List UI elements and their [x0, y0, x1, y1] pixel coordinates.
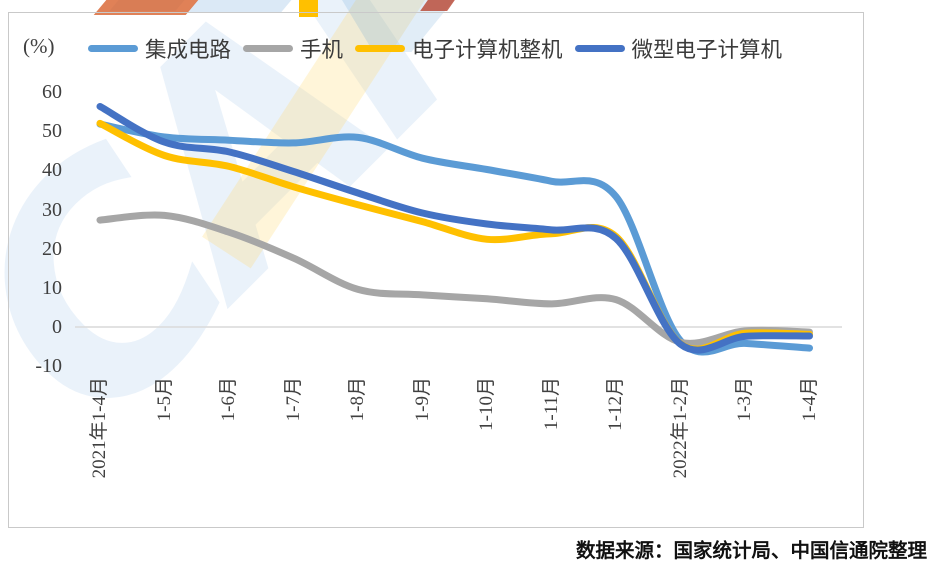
x-axis-label: 1-6月: [218, 377, 239, 422]
legend-item-computers: 电子计算机整机: [355, 33, 563, 64]
x-axis-label: 1-3月: [734, 377, 755, 422]
legend-label: 集成电路: [145, 38, 232, 62]
x-axis-label: 1-11月: [540, 377, 562, 431]
x-axis-label: 2021年1-4月: [89, 377, 110, 479]
series-line-micro-computers: [96, 102, 813, 354]
legend-swatch-mobile-phones: [243, 45, 294, 52]
y-tick-label: 50: [42, 120, 62, 143]
legend-label: 手机: [300, 38, 344, 62]
legend-swatch-integrated-circuits: [88, 45, 138, 52]
chart-legend: 集成电路 手机 电子计算机整机 微型电子计算机: [88, 33, 794, 64]
legend-item-micro-computers: 微型电子计算机: [574, 33, 783, 64]
x-axis-label: 1-5月: [153, 377, 175, 422]
legend-item-integrated-circuits: 集成电路: [88, 33, 231, 64]
y-tick-label: 30: [42, 198, 62, 221]
series-line-integrated-circuits: [96, 120, 813, 356]
x-axis-label: 2022年1-2月: [669, 377, 691, 479]
x-axis-label: 1-7月: [282, 377, 304, 422]
x-axis-label: 1-10月: [476, 377, 497, 431]
legend-label: 微型电子计算机: [631, 38, 783, 62]
data-source-note: 数据来源：国家统计局、中国信通院整理: [575, 541, 927, 562]
y-tick-label: 20: [42, 237, 62, 260]
legend-item-mobile-phones: 手机: [243, 33, 343, 64]
legend-swatch-micro-computers: [574, 45, 625, 52]
series-line-computers: [96, 119, 813, 353]
y-tick-label: -10: [35, 355, 62, 378]
y-tick-label: 10: [42, 276, 62, 299]
y-tick-label: 0: [52, 316, 62, 338]
x-axis-label: 1-4月: [798, 377, 820, 422]
x-axis-label: 1-9月: [411, 377, 433, 422]
chart-frame: [8, 12, 864, 528]
x-axis-label: 1-8月: [347, 377, 368, 422]
y-axis-unit-label: (%): [23, 34, 55, 58]
legend-label: 电子计算机整机: [412, 38, 563, 62]
legend-swatch-computers: [355, 45, 406, 52]
y-tick-label: 40: [42, 159, 62, 182]
x-axis-label: 1-12月: [605, 377, 626, 431]
y-tick-label: 60: [42, 81, 62, 103]
